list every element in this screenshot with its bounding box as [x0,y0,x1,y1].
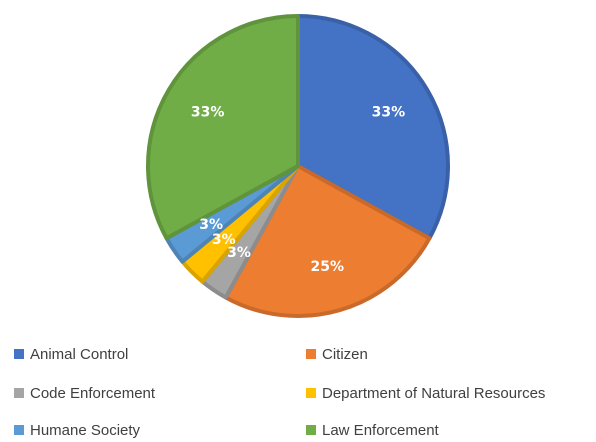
legend-item-law-enforcement: Law Enforcement [306,418,439,442]
data-label-department-of-natural-resources: 3% [212,232,236,248]
legend-item-humane-society: Humane Society [14,418,140,442]
legend-label-code-enforcement: Code Enforcement [30,384,156,402]
legend-label-department-of-natural-resources: Department of Natural Resources [322,384,546,402]
legend-item-department-of-natural-resources: Department of Natural Resources [306,381,545,405]
legend-swatch-animal-control [14,349,24,359]
pie-slice-law-enforcement [146,14,300,241]
data-label-citizen: 25% [311,259,345,275]
legend-label-citizen: Citizen [322,345,368,363]
legend-label-animal-control: Animal Control [30,345,129,363]
legend-swatch-citizen [306,349,316,359]
pie-slice-animal-control [296,14,450,241]
legend-swatch-code-enforcement [14,388,24,398]
data-label-animal-control: 33% [372,105,406,121]
pie-data-labels: 33% 25% 3%3%3% 33% [191,105,405,275]
pie-slices [146,14,450,318]
legend-item-code-enforcement: Code Enforcement [14,381,155,405]
pie-slice-citizen [223,164,432,318]
legend-item-animal-control: Animal Control [14,342,128,366]
legend-swatch-department-of-natural-resources [306,388,316,398]
data-label-code-enforcement: 3% [227,245,251,261]
legend-label-humane-society: Humane Society [30,421,141,439]
data-label-law-enforcement: 33% [191,105,225,121]
legend-swatch-law-enforcement [306,425,316,435]
data-label-humane-society: 3% [199,217,223,233]
legend-item-citizen: Citizen [306,342,368,366]
legend: Animal Control Citizen Code Enforcement … [0,336,596,442]
legend-label-law-enforcement: Law Enforcement [322,421,439,439]
legend-swatch-humane-society [14,425,24,435]
pie-chart: 33% 25% 3%3%3% 33% [146,14,450,318]
